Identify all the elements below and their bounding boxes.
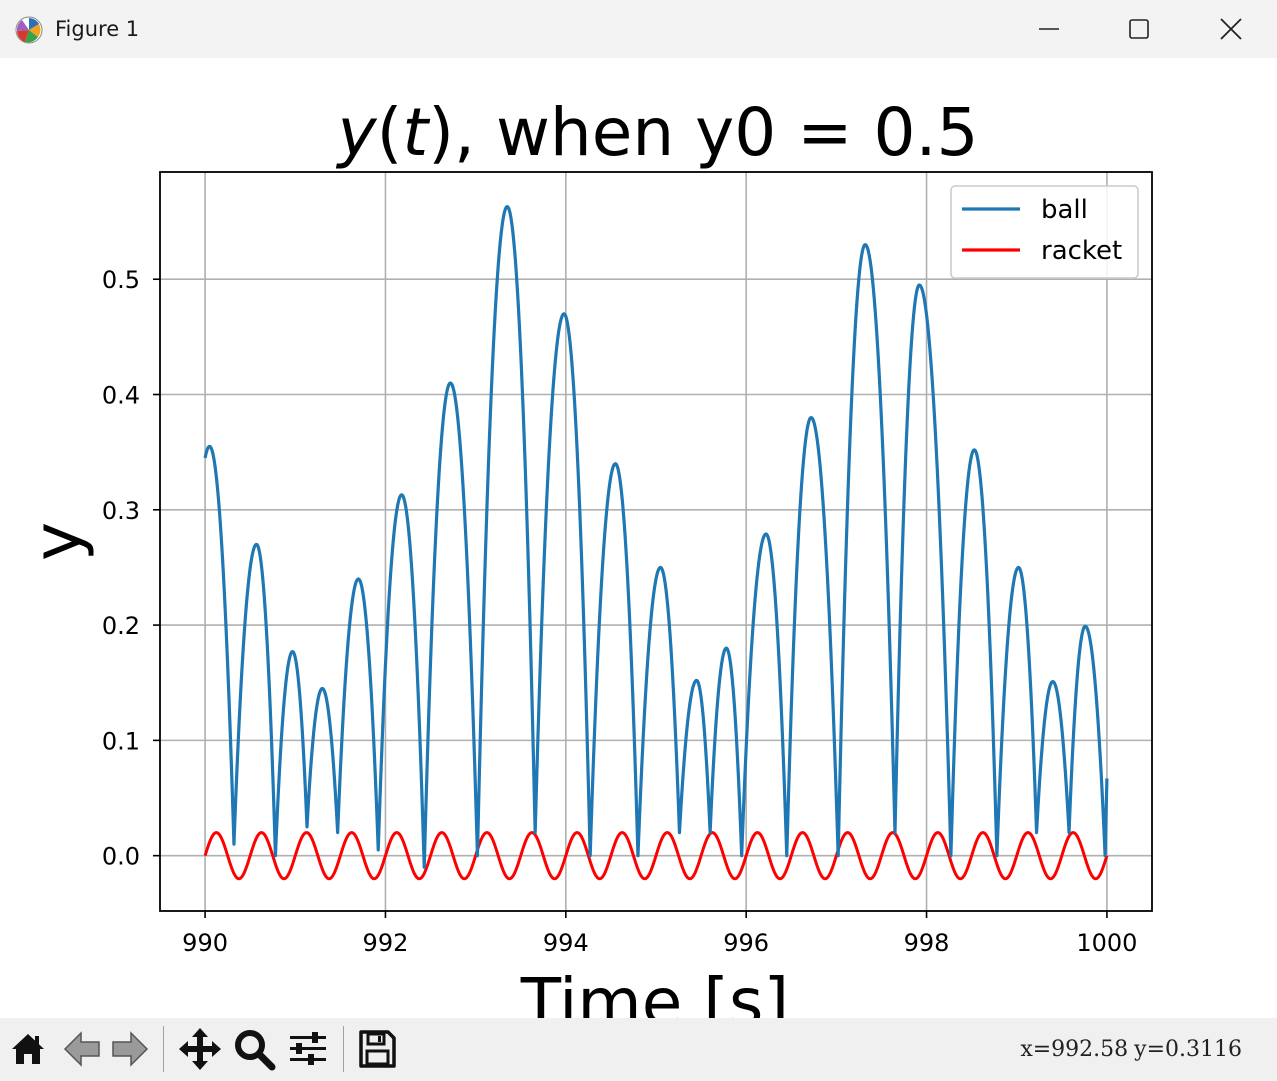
toolbar-separator (343, 1026, 344, 1072)
x-axis-label: Time [s] (520, 964, 789, 1018)
save-icon (359, 1030, 396, 1068)
y-tick-label: 0.1 (102, 727, 140, 755)
navigation-toolbar: x=992.58 y=0.3116 (0, 1018, 1277, 1081)
chart-title: y(t), when y0 = 0.5 (336, 94, 979, 171)
x-tick-label: 998 (904, 929, 950, 957)
save-button[interactable] (355, 1027, 399, 1071)
close-icon (1220, 18, 1242, 40)
figure-canvas[interactable]: 990 992 994 996 998 1000 0.0 0.1 0.2 0.3 0.4 0.5 y(t… (0, 58, 1277, 1018)
legend-label-racket: racket (1041, 236, 1122, 266)
x-tick-label: 992 (363, 929, 409, 957)
axes-frame (159, 171, 1153, 912)
matplotlib-app-icon (15, 16, 43, 44)
maximize-icon (1129, 19, 1149, 39)
minimize-button[interactable] (1003, 0, 1095, 58)
line-chart: 990 992 994 996 998 1000 0.0 0.1 0.2 0.3 0.4 0.5 y(t… (19, 94, 1153, 1018)
cursor-coordinates: x=992.58 y=0.3116 (1014, 1037, 1242, 1062)
series-racket-line (203, 831, 1109, 881)
x-tick-label: 994 (543, 929, 589, 957)
configure-subplots-button[interactable] (286, 1027, 330, 1071)
home-icon (12, 1034, 44, 1064)
zoom-magnifier-icon (235, 1030, 276, 1071)
legend-label-ball: ball (1041, 195, 1088, 225)
back-button[interactable] (60, 1027, 104, 1071)
window-title: Figure 1 (55, 17, 140, 41)
y-tick-label: 0.0 (102, 843, 140, 871)
y-tick-label: 0.3 (102, 497, 140, 525)
x-tick-label: 996 (723, 929, 769, 957)
y-tick-label: 0.2 (102, 612, 140, 640)
back-arrow-icon (63, 1031, 100, 1067)
forward-arrow-icon (112, 1031, 149, 1067)
x-tick-label: 990 (182, 929, 228, 957)
plot-area (160, 172, 1152, 911)
maximize-button[interactable] (1093, 0, 1185, 58)
minimize-icon (1039, 28, 1059, 30)
y-tick-label: 0.4 (102, 382, 140, 410)
series-ball-line (203, 204, 1109, 869)
close-button[interactable] (1185, 0, 1277, 58)
pan-button[interactable] (178, 1027, 222, 1071)
pan-move-icon (179, 1028, 221, 1070)
window-titlebar: Figure 1 (0, 0, 1277, 58)
x-tick-label: 1000 (1076, 929, 1137, 957)
configure-subplots-icon (290, 1032, 326, 1065)
y-tick-label: 0.5 (102, 266, 140, 294)
cursor-x: x=992.58 (1020, 1037, 1129, 1062)
y-axis-label: y (19, 522, 96, 561)
forward-button[interactable] (108, 1027, 152, 1071)
toolbar-separator (163, 1026, 164, 1072)
home-button[interactable] (6, 1027, 50, 1071)
zoom-button[interactable] (232, 1027, 276, 1071)
cursor-y: y=0.3116 (1134, 1037, 1242, 1062)
